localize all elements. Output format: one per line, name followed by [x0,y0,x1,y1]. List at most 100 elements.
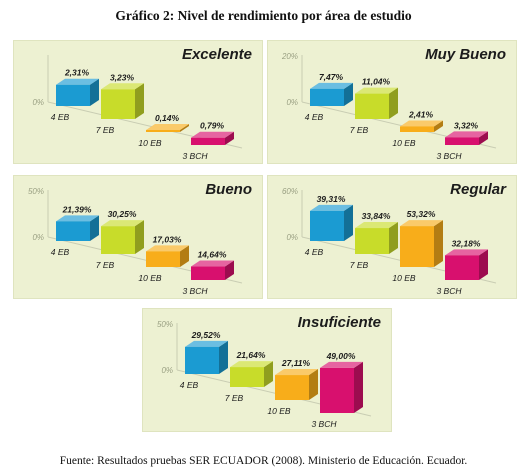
bar-front [56,84,90,106]
panel-muy-bueno: Muy Bueno 20% 0% 7,47% 4 EB 11,04% 7 EB 2,41% 1… [267,40,517,164]
value-label: 53,32% [407,209,436,219]
bar-side [219,340,228,374]
bar-top [320,361,363,368]
bar-chart-svg: 20% 0% 7,47% 4 EB 11,04% 7 EB 2,41% 10 EB 3,32% 3… [281,52,497,161]
bar-10-eb [275,369,318,400]
value-label: 30,25% [108,209,137,219]
bar-front [275,375,309,400]
bar-top [185,340,228,347]
bar-front [146,251,180,267]
bar-top [101,220,144,227]
bar-side [135,83,144,119]
category-label: 4 EB [51,112,70,122]
value-label: 27,11% [281,358,311,368]
bar-side [90,78,99,106]
bar-side [354,361,363,413]
bar-side [225,131,234,145]
category-label: 3 BCH [182,151,208,161]
bar-front [101,226,135,254]
bar-3-bch [445,131,488,145]
source-note: Fuente: Resultados pruebas SER ECUADOR (… [59,455,468,467]
value-label: 21,64% [236,350,266,360]
bar-top [146,245,189,252]
bar-top [310,82,353,89]
bar-top [355,87,398,94]
bar-side [344,204,353,241]
category-label: 3 BCH [436,286,462,296]
bar-chart-svg: 50% 0% 21,39% 4 EB 30,25% 7 EB 17,03% 10 EB 14,6… [28,187,243,296]
y-tick-label: 0% [32,98,44,107]
y-tick-label: 50% [28,187,44,196]
y-tick-label: 20% [281,52,298,61]
panel-title: Bueno [205,181,252,198]
bar-top [56,215,99,222]
bar-side [225,260,234,280]
chart-title: Gráfico 2: Nivel de rendimiento por área… [115,8,412,23]
bar-side [264,361,273,387]
bar-4-eb [56,78,99,106]
bar-front [185,346,219,374]
bar-chart-svg: 50% 0% 29,52% 4 EB 21,64% 7 EB 27,11% 10 EB 49,0… [157,320,372,429]
bar-side [434,120,443,132]
bar-top [275,369,318,376]
bar-front [146,130,180,132]
value-label: 11,04% [362,77,391,87]
bar-front [445,255,479,280]
bar-top [400,120,443,127]
bar-side [135,220,144,254]
bar-top [230,361,273,368]
bar-front [355,93,389,119]
category-label: 4 EB [305,247,324,257]
bar-7-eb [101,220,144,254]
value-label: 3,32% [454,120,479,130]
bar-top [146,124,189,130]
panel-excelente: Excelente 0% 2,31% 4 EB 3,23% 7 EB 0,14% 10 EB… [13,40,263,164]
bar-front [191,137,225,145]
bar-4-eb [56,215,99,241]
category-label: 4 EB [51,247,70,257]
y-tick-label: 0% [286,98,298,107]
value-label: 2,31% [64,68,90,78]
bar-7-eb [355,87,398,119]
bar-front [400,126,434,132]
value-label: 39,31% [317,194,346,204]
bar-front [355,228,389,254]
value-label: 17,03% [153,234,182,244]
panel-title: Excelente [181,46,252,63]
bar-7-eb [101,83,144,119]
y-tick-label: 60% [282,187,298,196]
category-label: 10 EB [392,138,415,148]
bar-front [230,367,264,387]
bar-top [191,131,234,138]
bar-chart-svg: 0% 2,31% 4 EB 3,23% 7 EB 0,14% 10 EB 0,79% 3 BCH [32,55,243,161]
y-tick-label: 0% [161,366,173,375]
category-label: 3 BCH [436,151,462,161]
bar-front [400,226,434,267]
category-label: 7 EB [350,260,369,270]
panel-regular: Regular 60% 0% 39,31% 4 EB 33,84% 7 EB 53,32% 1… [267,175,517,299]
value-label: 3,23% [110,72,135,82]
category-label: 7 EB [96,260,115,270]
category-label: 10 EB [392,273,415,283]
panel-title: Muy Bueno [425,46,506,63]
category-label: 4 EB [305,112,324,122]
bar-3-bch [445,249,488,280]
category-label: 7 EB [96,125,115,135]
panel-bueno: Bueno 50% 0% 21,39% 4 EB 30,25% 7 EB 17,03% 10 … [13,175,263,299]
value-label: 49,00% [326,351,356,361]
bar-7-eb [355,222,398,254]
bar-side [479,249,488,280]
category-label: 10 EB [138,273,161,283]
category-label: 7 EB [225,393,244,403]
bar-side [309,369,318,400]
bar-front [310,210,344,241]
bar-3-bch [191,260,234,280]
panel-title: Insuficiente [297,314,381,331]
bar-side [434,220,443,267]
panel-insuficiente: Insuficiente 50% 0% 29,52% 4 EB 21,64% 7 EB 27… [142,308,392,432]
bar-top [355,222,398,229]
bar-top [445,249,488,256]
category-label: 10 EB [138,138,161,148]
bar-front [56,221,90,241]
bar-side [389,87,398,119]
